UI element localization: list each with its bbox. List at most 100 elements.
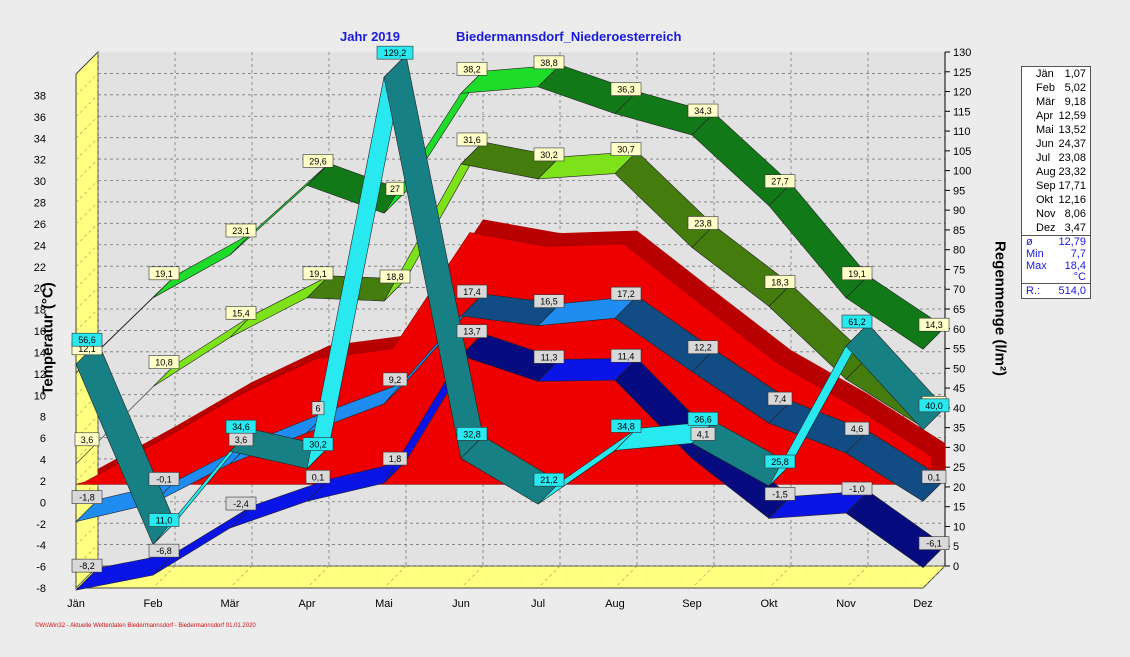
- data-label: 3,6: [235, 435, 248, 445]
- data-label-box: [148, 472, 180, 486]
- labels-abs-max: 12,1 19,1 23,1 29,6 27 38,2 38,8 36,3 34,3 27,7 19…: [71, 55, 950, 356]
- y-tick-label: 12: [34, 369, 46, 381]
- y2-tick-label: 10: [953, 521, 965, 533]
- wall-gridline: [75, 180, 99, 203]
- legend-avg-value: 12,79: [1058, 236, 1086, 248]
- floor-gridline: [306, 565, 330, 589]
- data-label: 27: [390, 184, 400, 194]
- data-label-box: [71, 332, 103, 347]
- labels-rain: 56,6 11,0 34,6 30,2 129,2 32,8 21,2 34,8 36,6 25,…: [71, 45, 950, 527]
- data-label-box: [71, 490, 103, 504]
- data-label-box: [921, 469, 947, 484]
- y2-tick-label: 15: [953, 502, 965, 514]
- y-tick-label: -8: [36, 583, 46, 595]
- wall-gridline: [75, 308, 99, 332]
- legend-panel: Jän 1,07 Feb 5,02 Mär 9,18 Apr 12,59 Mai 13,52 Jun…: [1021, 66, 1091, 299]
- data-label: 11,3: [541, 352, 558, 362]
- y2-tick-label: 0: [953, 561, 959, 573]
- y2-tick-label: 95: [953, 185, 965, 197]
- legend-month-value: 8,06: [1064, 208, 1086, 220]
- legend-month-value: 3,47: [1064, 222, 1086, 234]
- data-label-box: [456, 324, 488, 338]
- y-tick-label: 26: [34, 219, 46, 231]
- legend-month-value: 12,16: [1058, 194, 1086, 206]
- data-label-box: [379, 269, 411, 284]
- y2-tick-label: 90: [953, 205, 965, 217]
- data-label: 19,1: [848, 269, 866, 279]
- legend-max: Max 18,4: [1022, 260, 1090, 272]
- data-label: 6: [315, 404, 320, 414]
- y2-tick-label: 40: [953, 403, 965, 415]
- y-tick-label: 38: [34, 90, 46, 102]
- y-tick-label: 36: [34, 112, 46, 124]
- wall-gridline: [75, 458, 99, 482]
- legend-month-name: Mai: [1036, 124, 1054, 136]
- legend-month-row: Jul 23,08: [1022, 151, 1090, 165]
- legend-month-row: Mai 13,52: [1022, 123, 1090, 137]
- data-label-box: [918, 317, 950, 332]
- labels-mean-min: -8,2 -6,8 -2,4 0,1 1,8 13,7 11,3 11,4 4,1 -1,5 -1,…: [71, 324, 950, 573]
- data-label: 17,4: [463, 287, 481, 297]
- floor-gridline: [229, 565, 253, 589]
- data-label: -8,2: [79, 561, 95, 571]
- data-label: 21,2: [540, 475, 558, 485]
- data-label: 34,8: [617, 421, 635, 431]
- data-label: 36,3: [617, 85, 635, 95]
- legend-min: Min 7,7: [1022, 248, 1090, 260]
- floor: [74, 565, 947, 589]
- y2-axis-title: Regenmenge (l/m²): [991, 240, 1009, 376]
- data-label-box: [687, 411, 719, 426]
- data-label: 34,6: [232, 422, 250, 432]
- legend-month-value: 23,32: [1058, 166, 1086, 178]
- x-tick-label: Nov: [836, 598, 856, 610]
- data-label: -6,8: [156, 546, 172, 556]
- legend-month-row: Sep 17,71: [1022, 179, 1090, 193]
- data-label-box: [841, 314, 873, 329]
- data-label: 18,8: [386, 272, 404, 282]
- data-label: 4,1: [697, 429, 710, 439]
- data-label: 1,8: [389, 454, 402, 464]
- y2-tick-label: 45: [953, 383, 965, 395]
- floor-gridline: [75, 565, 99, 589]
- x-tick-label: Mär: [221, 598, 240, 610]
- data-label: 14,3: [925, 320, 943, 330]
- legend-min-label: Min: [1026, 248, 1044, 260]
- legend-month-row: Dez 3,47: [1022, 221, 1090, 235]
- data-label: -1,0: [849, 484, 865, 494]
- data-label-box: [302, 154, 334, 168]
- y-tick-label: -4: [36, 540, 46, 552]
- data-label: -2,4: [233, 499, 249, 509]
- data-label: 34,3: [694, 106, 712, 116]
- y2-tick-label: 35: [953, 423, 965, 435]
- legend-month-row: Okt 12,16: [1022, 193, 1090, 207]
- data-label-box: [841, 481, 873, 496]
- y2-tick-label: 100: [953, 166, 971, 178]
- legend-month-name: Jän: [1036, 68, 1054, 80]
- data-label: -6,1: [926, 539, 942, 549]
- legend-month-row: Jun 24,37: [1022, 137, 1090, 151]
- data-label: 29,6: [309, 156, 327, 166]
- y-tick-label: 20: [34, 283, 46, 295]
- y2-tick-label: 125: [953, 67, 971, 79]
- y-tick-label: 8: [40, 412, 46, 424]
- data-label-box: [533, 472, 565, 487]
- y2-tick-label: 110: [953, 126, 971, 138]
- x-tick-label: Aug: [605, 598, 625, 610]
- data-label: 15,4: [232, 308, 250, 318]
- x-tick-label: Jun: [452, 598, 470, 610]
- wall-gridline: [75, 244, 99, 267]
- legend-month-name: Nov: [1036, 208, 1056, 220]
- data-label: 9,2: [389, 375, 402, 385]
- floor-gridline: [152, 565, 176, 589]
- y2-tick-label: 75: [953, 264, 965, 276]
- y-tick-label: 10: [34, 390, 46, 402]
- data-label: 61,2: [848, 317, 866, 327]
- data-label: 23,1: [232, 226, 250, 236]
- legend-month-name: Dez: [1036, 222, 1056, 234]
- labels-mean-max: 3,6 10,8 15,4 19,1 18,8 31,6 30,2 30,7 23,8 18,3 7…: [74, 132, 947, 447]
- data-label: 17,2: [617, 289, 635, 299]
- legend-month-row: Jän 1,07: [1022, 67, 1090, 81]
- data-label-box: [311, 401, 325, 416]
- y2-tick-label: 70: [953, 284, 965, 296]
